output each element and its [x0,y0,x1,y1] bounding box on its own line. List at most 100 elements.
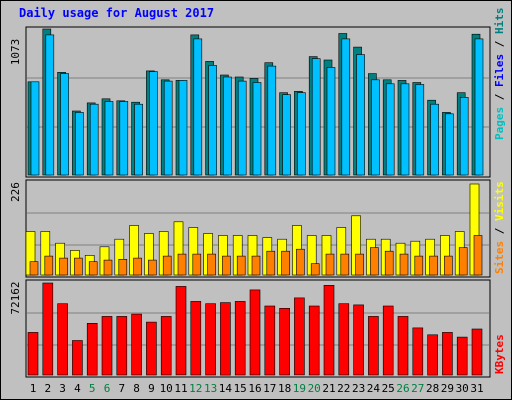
bar-files-28 [430,103,439,176]
bar-kbytes-18 [279,307,290,376]
bar-sites-10 [162,255,172,276]
bar-files-26 [400,83,410,176]
bar-sites-18 [281,250,290,276]
bar-files-25 [385,83,395,176]
bar-files-20 [311,58,321,176]
x-tick-label: 29 [441,382,454,395]
bar-sites-25 [384,250,394,276]
bar-files-24 [371,79,380,176]
bar-sites-6 [103,259,113,276]
bar-sites-23 [355,253,364,276]
bar-files-30 [459,97,469,176]
bar-sites-14 [222,255,231,276]
bar-files-12 [193,38,203,176]
x-tick-label: 18 [278,382,291,395]
x-tick-label: 24 [367,382,381,395]
bar-files-9 [149,71,158,176]
bar-files-8 [134,103,143,176]
bar-kbytes-12 [190,301,202,376]
bar-files-1 [30,81,40,176]
bar-files-23 [356,54,365,176]
x-tick-label: 20 [308,382,321,395]
y-max-visits: 226 [9,182,22,202]
x-tick-label: 11 [174,382,187,395]
legend-hits: Hits [493,8,506,35]
legend-kbytes-panel: KBytes [493,334,506,374]
bar-sites-2 [44,255,54,276]
bar-sites-13 [207,253,216,276]
bar-sites-4 [74,257,83,276]
bar-files-5 [89,103,99,176]
bar-kbytes-23 [353,304,364,376]
legend-hits-panel: Pages / Files / Hits [493,8,506,141]
legend-pages: Pages [493,107,506,140]
x-tick-label: 7 [118,382,125,395]
bar-files-19 [297,92,306,176]
bar-sites-28 [429,255,438,276]
bar-sites-8 [133,257,142,276]
x-tick-label: 9 [148,382,155,395]
bar-kbytes-14 [220,302,231,376]
legend-kbytes: KBytes [493,334,506,374]
bar-kbytes-17 [264,305,276,376]
bar-kbytes-9 [146,321,157,376]
bar-kbytes-24 [368,316,379,376]
x-tick-label: 13 [204,382,217,395]
bar-kbytes-11 [175,286,187,376]
bar-sites-1 [29,261,39,276]
legend-files: Files [493,54,506,87]
x-tick-label: 6 [104,382,111,395]
bar-sites-15 [236,255,246,276]
x-tick-label: 8 [133,382,140,395]
bar-files-31 [474,38,484,176]
bar-kbytes-10 [160,316,172,376]
bar-kbytes-21 [323,284,335,376]
x-tick-label: 30 [456,382,469,395]
bar-files-10 [163,80,173,176]
bar-sites-29 [444,255,453,276]
bar-sites-9 [148,259,157,276]
bar-files-4 [75,112,84,176]
bar-sites-24 [370,247,379,276]
bar-files-3 [60,73,69,176]
bar-sites-11 [177,253,187,276]
legend-visits: Visits [493,181,506,221]
bar-files-15 [237,80,247,176]
x-tick-label: 12 [189,382,202,395]
legend-visits-panel: Sites / Visits [493,181,506,274]
bar-kbytes-19 [294,297,305,376]
x-tick-label: 25 [382,382,395,395]
x-tick-label: 1 [30,382,37,395]
bar-sites-16 [251,255,261,276]
bar-files-29 [445,113,454,176]
x-tick-label: 28 [426,382,439,395]
x-tick-label: 10 [160,382,173,395]
bar-sites-26 [399,253,409,276]
y-max-kbytes: 72162 [9,281,22,314]
x-tick-label: 31 [470,382,483,395]
x-tick-label: 2 [44,382,51,395]
bar-kbytes-20 [308,305,320,376]
bar-sites-19 [296,248,305,276]
bar-kbytes-7 [116,316,128,376]
bar-kbytes-29 [442,332,453,376]
chart-title: Daily usage for August 2017 [19,6,215,20]
bar-sites-3 [59,257,68,276]
x-tick-label: 19 [293,382,306,395]
bar-sites-17 [266,250,276,276]
x-tick-label: 16 [248,382,261,395]
x-tick-label: 3 [59,382,66,395]
x-tick-label: 26 [396,382,409,395]
bar-files-17 [267,65,277,176]
bar-sites-22 [340,253,350,276]
bar-kbytes-30 [456,336,468,376]
bar-kbytes-3 [57,303,68,376]
bar-files-7 [119,101,129,176]
bar-files-16 [252,82,262,176]
x-tick-label: 27 [411,382,424,395]
x-tick-label: 22 [337,382,350,395]
bar-files-27 [415,84,425,176]
bar-kbytes-25 [382,305,394,376]
bar-kbytes-13 [205,303,216,376]
